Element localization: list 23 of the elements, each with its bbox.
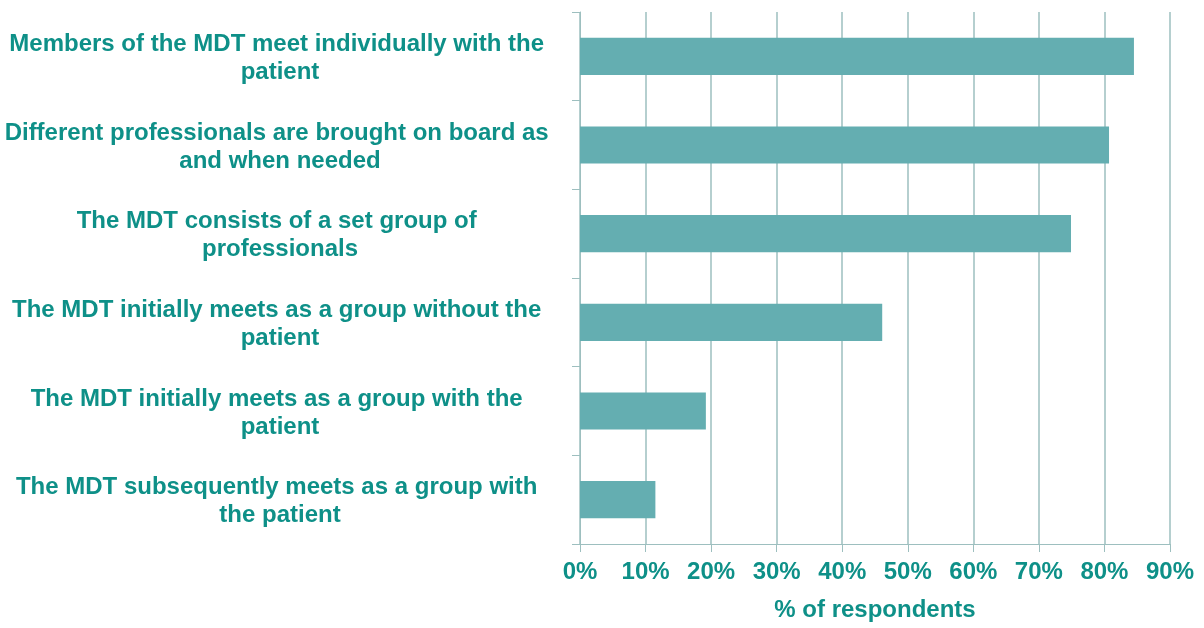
- x-tick-label: 10%: [621, 556, 670, 584]
- x-tick-label: 40%: [818, 556, 867, 584]
- y-tick-label: The MDT consists of a set group of professionals: [76, 206, 484, 262]
- y-tick-label: Members of the MDT meet individually with the patient: [9, 28, 551, 84]
- bar: [580, 126, 1110, 164]
- y-tick-label: The MDT subsequently meets as a group with the patient: [15, 472, 545, 528]
- x-tick-label: 30%: [752, 556, 801, 584]
- x-tick-label: 50%: [883, 556, 932, 584]
- bar: [580, 303, 883, 341]
- bar: [580, 481, 656, 519]
- bar: [580, 37, 1134, 75]
- y-tick-label: Different professionals are brought on board as and when needed: [4, 117, 556, 173]
- x-tick-label: 70%: [1014, 556, 1063, 584]
- y-tick-label: The MDT initially meets as a group without the patient: [11, 294, 549, 350]
- x-tick-label: 90%: [1145, 556, 1195, 584]
- x-tick-label: 80%: [1080, 556, 1129, 584]
- x-tick-label: 20%: [687, 556, 736, 584]
- x-tick-label: 60%: [949, 556, 998, 584]
- bar: [580, 215, 1072, 253]
- x-axis-title: % of respondents: [774, 594, 976, 622]
- y-tick-label: The MDT initially meets as a group with the patient: [30, 383, 530, 439]
- bar: [580, 392, 706, 430]
- x-tick-label: 0%: [562, 556, 598, 584]
